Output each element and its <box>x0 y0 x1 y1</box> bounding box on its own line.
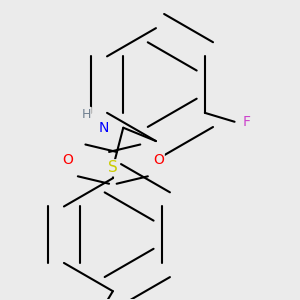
Text: S: S <box>108 160 118 175</box>
Text: O: O <box>153 153 164 167</box>
Text: O: O <box>62 153 73 167</box>
Text: N: N <box>99 121 109 135</box>
Text: F: F <box>242 115 250 129</box>
Text: H: H <box>81 108 91 121</box>
